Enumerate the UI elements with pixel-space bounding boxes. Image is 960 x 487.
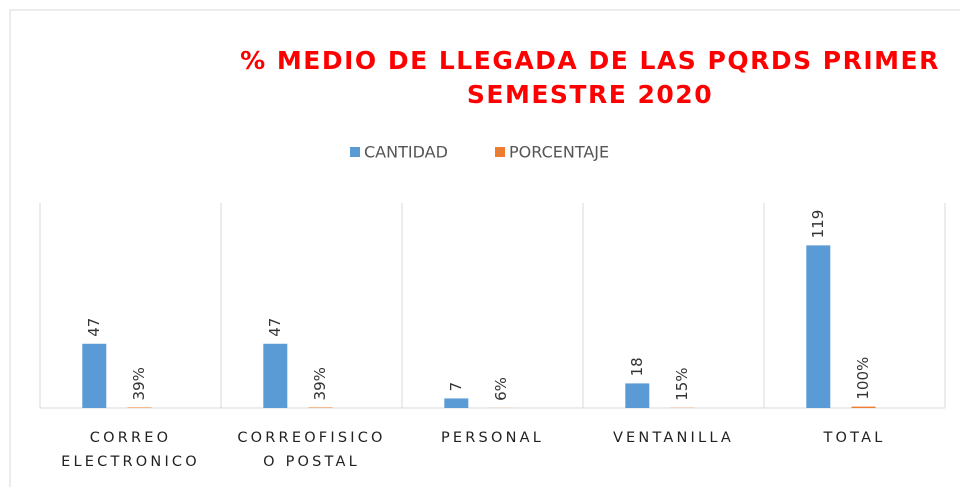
data-label: 15% bbox=[673, 367, 691, 400]
legend-label: CANTIDAD bbox=[364, 143, 448, 162]
data-label: 6% bbox=[492, 377, 510, 401]
x-tick-label: CORREO ELECTRONICO bbox=[61, 430, 200, 470]
bar bbox=[444, 398, 469, 408]
bar bbox=[308, 407, 333, 408]
data-label: 100% bbox=[854, 357, 872, 400]
chart-border bbox=[9, 9, 960, 487]
data-label: 7 bbox=[447, 382, 465, 392]
data-label: 39% bbox=[130, 367, 148, 400]
legend-label: PORCENTAJE bbox=[509, 143, 609, 162]
x-tick-label: TOTAL bbox=[823, 430, 886, 446]
bar bbox=[625, 383, 650, 408]
chart-title: % MEDIO DE LLEGADA DE LAS PQRDS PRIMER S… bbox=[240, 46, 940, 109]
legend-swatch bbox=[350, 147, 360, 157]
x-tick-label: VENTANILLA bbox=[612, 430, 735, 446]
bar bbox=[127, 407, 152, 408]
data-label: 119 bbox=[809, 210, 827, 239]
data-label: 18 bbox=[628, 357, 646, 376]
x-tick-label: CORREOFISICO O POSTAL bbox=[237, 430, 386, 470]
data-label: 47 bbox=[266, 318, 284, 337]
legend-swatch bbox=[495, 147, 505, 157]
bar bbox=[851, 406, 876, 408]
data-label: 39% bbox=[311, 367, 329, 400]
data-label: 47 bbox=[85, 318, 103, 337]
bar bbox=[82, 343, 107, 408]
bar bbox=[806, 245, 831, 408]
x-tick-label: PERSONAL bbox=[440, 430, 545, 446]
bar bbox=[263, 343, 288, 408]
